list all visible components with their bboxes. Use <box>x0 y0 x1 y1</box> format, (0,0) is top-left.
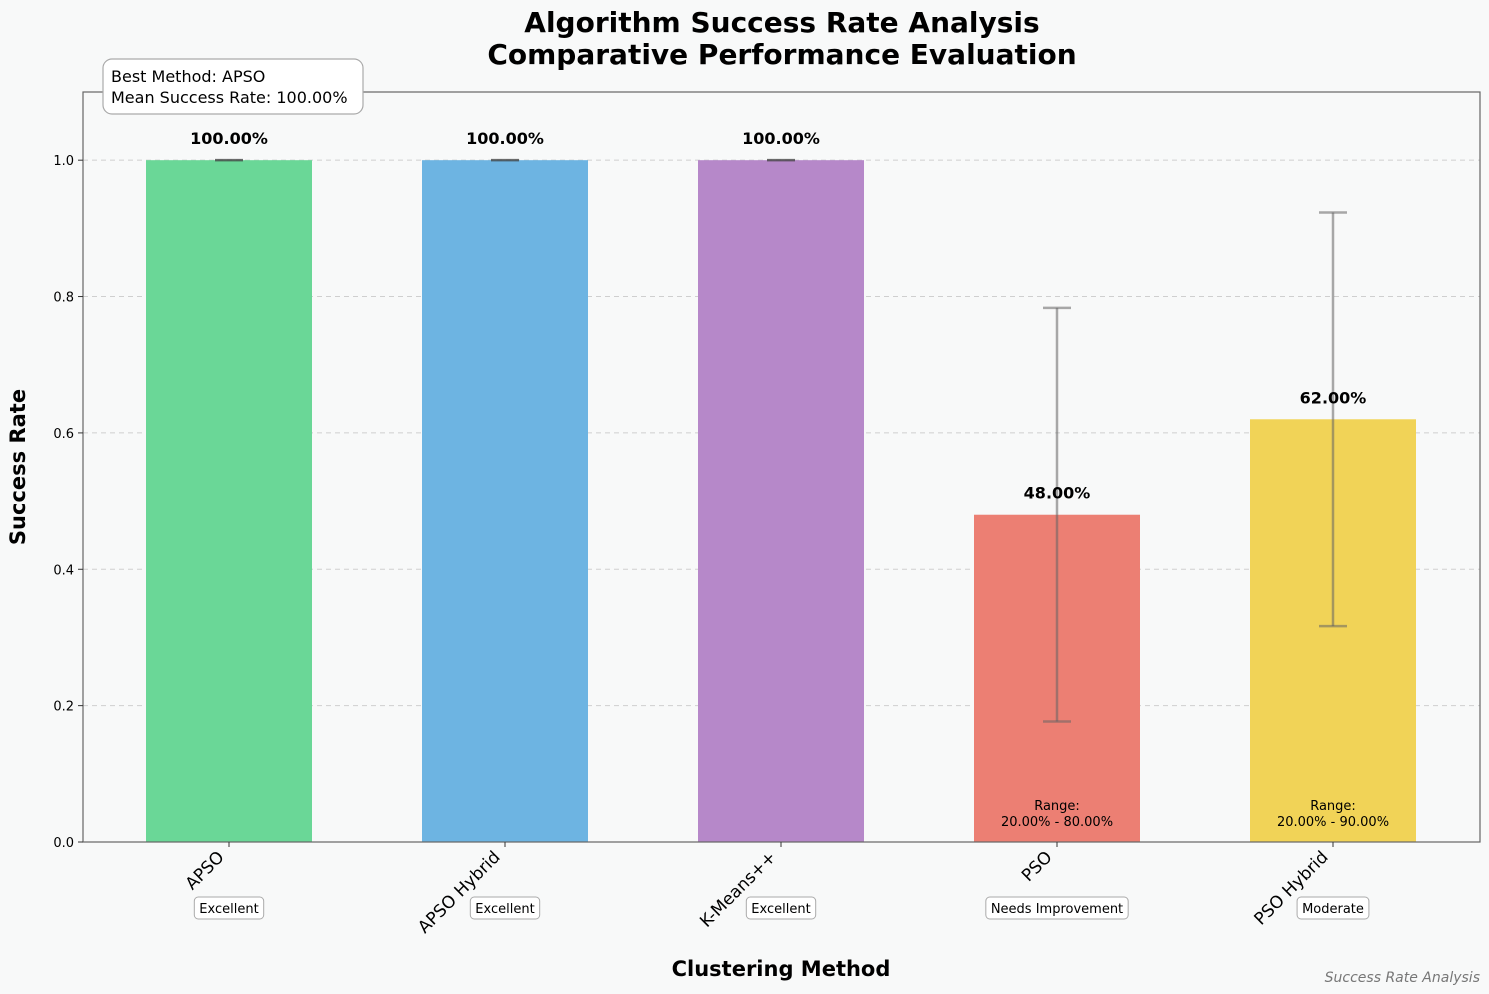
bar-value-label: 62.00% <box>1300 388 1367 407</box>
footer-caption: Success Rate Analysis <box>1325 970 1480 986</box>
bar-value-label: 100.00% <box>190 129 268 148</box>
chart-subtitle: Comparative Performance Evaluation <box>487 38 1076 71</box>
bar <box>422 160 588 842</box>
range-label-heading: Range: <box>1034 799 1080 814</box>
bar-value-label: 100.00% <box>742 129 820 148</box>
bar <box>698 160 864 842</box>
bars <box>146 160 1416 842</box>
rating-badge <box>985 896 1129 920</box>
error-bars <box>215 158 1347 723</box>
bar-value-label: 100.00% <box>466 129 544 148</box>
rating-badge-text: Excellent <box>751 902 810 917</box>
bar-value-label: 48.00% <box>1024 484 1091 503</box>
y-tick-label: 0.2 <box>53 700 74 715</box>
bar-labels: 100.00% 100.00% 100.00%48.00%Range:20.00% … <box>190 129 1389 830</box>
summary-annotation: Best Method: APSO Mean Success Rate: 100… <box>102 58 364 115</box>
chart-title: Algorithm Success Rate Analysis <box>524 6 1039 39</box>
y-tick-label: 0.6 <box>53 427 74 442</box>
rating-badge-text: Excellent <box>199 902 258 917</box>
y-axis-title: Success Rate <box>6 389 30 545</box>
y-tick-label: 0.4 <box>53 563 74 578</box>
rating-badge <box>469 896 541 920</box>
range-label-value: 20.00% - 80.00% <box>1001 815 1113 830</box>
rating-badge <box>193 896 265 920</box>
x-axis-title: Clustering Method <box>672 957 891 981</box>
rating-badge-text: Moderate <box>1302 902 1364 917</box>
rating-badge <box>745 896 817 920</box>
gridlines <box>83 159 1480 707</box>
rating-badge-text: Excellent <box>475 902 534 917</box>
rating-badge-text: Needs Improvement <box>991 902 1123 917</box>
best-method-text: Best Method: APSO <box>111 67 265 86</box>
summary-box <box>102 58 364 115</box>
mean-rate-text: Mean Success Rate: 100.00% <box>111 88 348 107</box>
range-label-value: 20.00% - 90.00% <box>1277 815 1389 830</box>
bar <box>146 160 312 842</box>
y-tick-label: 1.0 <box>53 154 74 169</box>
range-label-heading: Range: <box>1310 799 1356 814</box>
rating-badge <box>1296 896 1370 920</box>
y-axis: 0.0 0.2 0.4 0.6 0.8 1.0 <box>53 154 83 851</box>
y-tick-label: 0.8 <box>53 291 74 306</box>
y-tick-label: 0.0 <box>53 836 74 851</box>
